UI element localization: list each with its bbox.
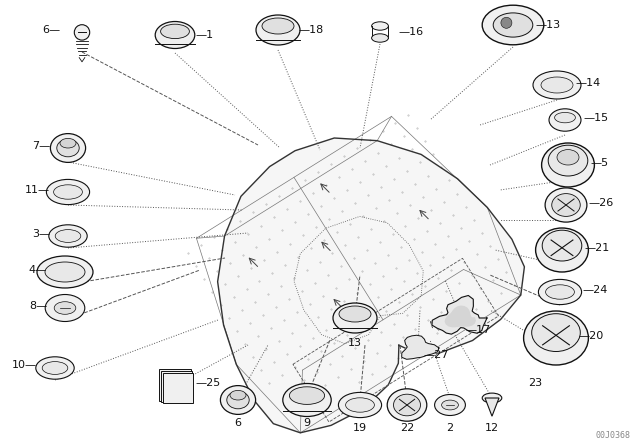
Text: 2: 2 [447, 423, 454, 433]
Text: 3—: 3— [32, 229, 50, 239]
Ellipse shape [394, 394, 420, 416]
Polygon shape [402, 335, 439, 359]
Polygon shape [432, 296, 487, 334]
Text: —27: —27 [423, 350, 449, 360]
Ellipse shape [37, 256, 93, 288]
Text: 11—: 11— [25, 185, 50, 195]
Ellipse shape [435, 395, 465, 415]
Text: 6—: 6— [42, 25, 60, 35]
Ellipse shape [548, 145, 588, 176]
Ellipse shape [387, 389, 427, 421]
Ellipse shape [51, 134, 86, 162]
Text: —17: —17 [465, 325, 490, 335]
Ellipse shape [524, 311, 588, 365]
Ellipse shape [161, 24, 189, 39]
Ellipse shape [536, 228, 588, 272]
Ellipse shape [533, 71, 581, 99]
Ellipse shape [36, 357, 74, 379]
Text: 9: 9 [303, 418, 310, 428]
Ellipse shape [42, 362, 68, 375]
Text: 23: 23 [528, 378, 542, 388]
Ellipse shape [545, 285, 575, 299]
Ellipse shape [555, 112, 575, 123]
Text: 22: 22 [400, 423, 414, 433]
Text: —20: —20 [578, 331, 604, 341]
Ellipse shape [549, 109, 581, 131]
Text: 12: 12 [485, 423, 499, 433]
Polygon shape [485, 398, 499, 416]
Ellipse shape [372, 34, 388, 42]
Ellipse shape [372, 22, 388, 30]
Ellipse shape [538, 280, 582, 305]
Text: —16: —16 [398, 27, 423, 37]
Ellipse shape [155, 22, 195, 48]
Ellipse shape [541, 77, 573, 93]
Ellipse shape [55, 229, 81, 242]
Text: —14: —14 [575, 78, 600, 88]
Ellipse shape [339, 392, 381, 418]
Ellipse shape [220, 386, 255, 414]
Bar [161, 371, 192, 402]
Ellipse shape [227, 391, 249, 409]
Text: —24: —24 [582, 285, 607, 295]
Ellipse shape [346, 398, 374, 412]
Text: —15: —15 [583, 113, 608, 123]
Text: 00J0368: 00J0368 [595, 431, 630, 440]
Ellipse shape [262, 18, 294, 34]
Text: —1: —1 [195, 30, 213, 40]
Ellipse shape [54, 185, 83, 199]
Ellipse shape [493, 13, 532, 37]
Ellipse shape [45, 294, 84, 322]
Text: 7—: 7— [32, 141, 50, 151]
Circle shape [501, 17, 512, 28]
Text: 10—: 10— [12, 360, 37, 370]
Ellipse shape [339, 306, 371, 322]
Text: 8—: 8— [29, 301, 47, 311]
Ellipse shape [542, 230, 582, 261]
Circle shape [74, 25, 90, 40]
Ellipse shape [256, 15, 300, 45]
Text: —18: —18 [298, 25, 323, 35]
Text: —26: —26 [588, 198, 613, 208]
Ellipse shape [57, 139, 79, 157]
Text: —13: —13 [535, 20, 560, 30]
Bar [163, 373, 193, 403]
Ellipse shape [283, 383, 332, 417]
Text: 6: 6 [234, 418, 241, 428]
Ellipse shape [289, 387, 324, 405]
Ellipse shape [557, 150, 579, 165]
Ellipse shape [482, 393, 502, 403]
Ellipse shape [45, 262, 85, 282]
Ellipse shape [482, 5, 544, 45]
Ellipse shape [54, 302, 76, 314]
Text: —21: —21 [584, 243, 609, 253]
Polygon shape [445, 306, 475, 327]
Text: —25: —25 [195, 378, 220, 388]
Ellipse shape [442, 400, 458, 410]
Bar [159, 369, 191, 401]
Ellipse shape [60, 138, 76, 148]
Ellipse shape [333, 303, 377, 333]
Ellipse shape [541, 143, 595, 187]
Text: 13: 13 [348, 338, 362, 348]
Ellipse shape [230, 390, 246, 400]
Text: —5: —5 [590, 158, 608, 168]
Text: 4—: 4— [29, 265, 47, 275]
Polygon shape [218, 138, 524, 433]
Ellipse shape [47, 179, 90, 205]
Ellipse shape [49, 225, 87, 247]
Ellipse shape [545, 188, 587, 222]
Ellipse shape [552, 194, 580, 216]
Ellipse shape [532, 314, 580, 352]
Text: 19: 19 [353, 423, 367, 433]
